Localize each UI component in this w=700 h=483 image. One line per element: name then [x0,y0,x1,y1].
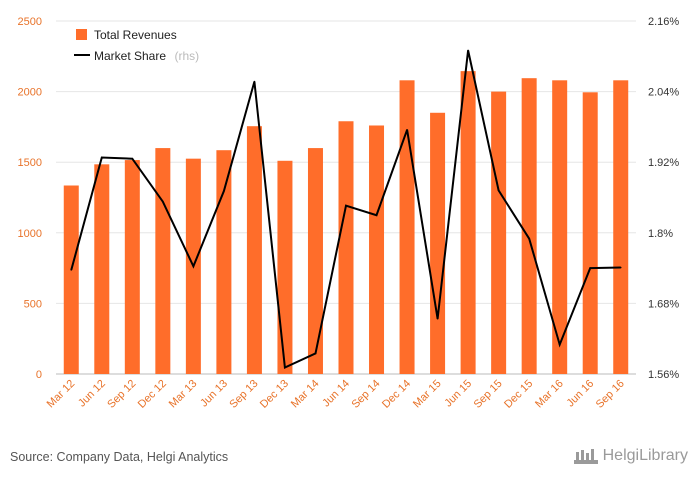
bar [613,80,629,374]
line-series [70,49,622,369]
line-point [497,189,500,192]
line-point [314,352,317,355]
right-tick-label: 1.92% [648,157,679,169]
left-tick-label: 2500 [18,16,42,28]
left-tick-label: 1000 [18,228,42,240]
legend: Total Revenues Market Share (rhs) [74,28,199,64]
right-tick-label: 1.56% [648,369,679,381]
bar-series [63,71,629,374]
bar [582,92,598,374]
bar [399,80,415,374]
left-tick-label: 1500 [18,157,42,169]
x-tick-label: Sep 13 [227,378,260,411]
line-point [558,343,561,346]
left-axis: 0 500 1000 1500 2000 2500 [18,16,42,381]
line-point [162,200,164,203]
x-tick-label: Mar 16 [533,378,566,411]
x-tick-label: Dec 14 [380,378,413,411]
bar [552,80,568,374]
bar [521,78,537,374]
brand-name: HelgiLibrary [602,447,688,464]
right-tick-label: 2.04% [648,87,679,99]
legend-label-line: Market Share (rhs) [94,47,199,64]
line-point [223,190,225,192]
x-tick-label: Sep 16 [594,378,627,411]
right-tick-label: 1.68% [648,298,679,310]
combo-chart: 0 500 1000 1500 2000 2500 1.56% 1.68% 1.8% 1.92%… [18,16,680,411]
bar [491,91,507,374]
x-tick-label: Sep 15 [472,378,505,411]
bar [155,148,171,374]
right-axis: 1.56% 1.68% 1.8% 1.92% 2.04% 2.16% [648,16,679,381]
line-point [375,214,378,216]
brand-logo: HelgiLibrary [573,447,688,465]
bar [277,160,293,374]
legend-line-note: (rhs) [174,49,199,63]
line-point [253,80,256,83]
bar [460,71,476,374]
line-point [70,269,73,271]
right-tick-label: 2.16% [648,16,679,28]
x-tick-label: Jun 13 [198,378,230,410]
line-point [131,157,134,160]
x-tick-label: Mar 13 [167,378,200,411]
x-tick-label: Dec 13 [258,378,291,411]
left-tick-label: 0 [36,369,42,381]
line-point [192,265,195,268]
line-point [467,49,469,52]
bar [94,164,110,374]
x-tick-label: Jun 15 [442,378,474,410]
library-icon [573,449,598,464]
legend-swatch-bar [76,29,87,40]
x-tick-label: Mar 15 [411,378,444,411]
line-point [284,366,286,369]
x-tick-label: Jun 14 [320,378,352,410]
bar [246,126,262,374]
right-tick-label: 1.8% [648,228,673,240]
bar [63,185,79,374]
line-point [528,237,530,240]
line-point [406,129,408,131]
line-point [345,204,347,207]
bar [216,150,232,374]
line-point [619,266,622,269]
line-point [100,156,103,159]
x-tick-label: Sep 14 [350,378,383,411]
left-tick-label: 500 [24,298,42,310]
bar [124,160,140,374]
legend-label-bar: Total Revenues [94,28,177,42]
bar [369,125,385,374]
x-tick-label: Dec 12 [136,378,169,411]
source-note: Source: Company Data, Helgi Analytics [10,450,229,464]
x-tick-label: Jun 12 [76,378,108,410]
x-tick-label: Sep 12 [105,378,138,411]
bar [430,112,446,374]
x-tick-label: Jun 16 [564,378,596,410]
bar [307,148,323,374]
x-tick-label: Mar 12 [45,378,78,411]
legend-line-name: Market Share [94,49,166,63]
bar [338,121,354,374]
line-point [589,267,592,269]
x-tick-label: Mar 14 [289,378,322,411]
left-tick-label: 2000 [18,87,42,99]
line-point [436,317,439,320]
x-tick-label: Dec 15 [502,378,535,411]
